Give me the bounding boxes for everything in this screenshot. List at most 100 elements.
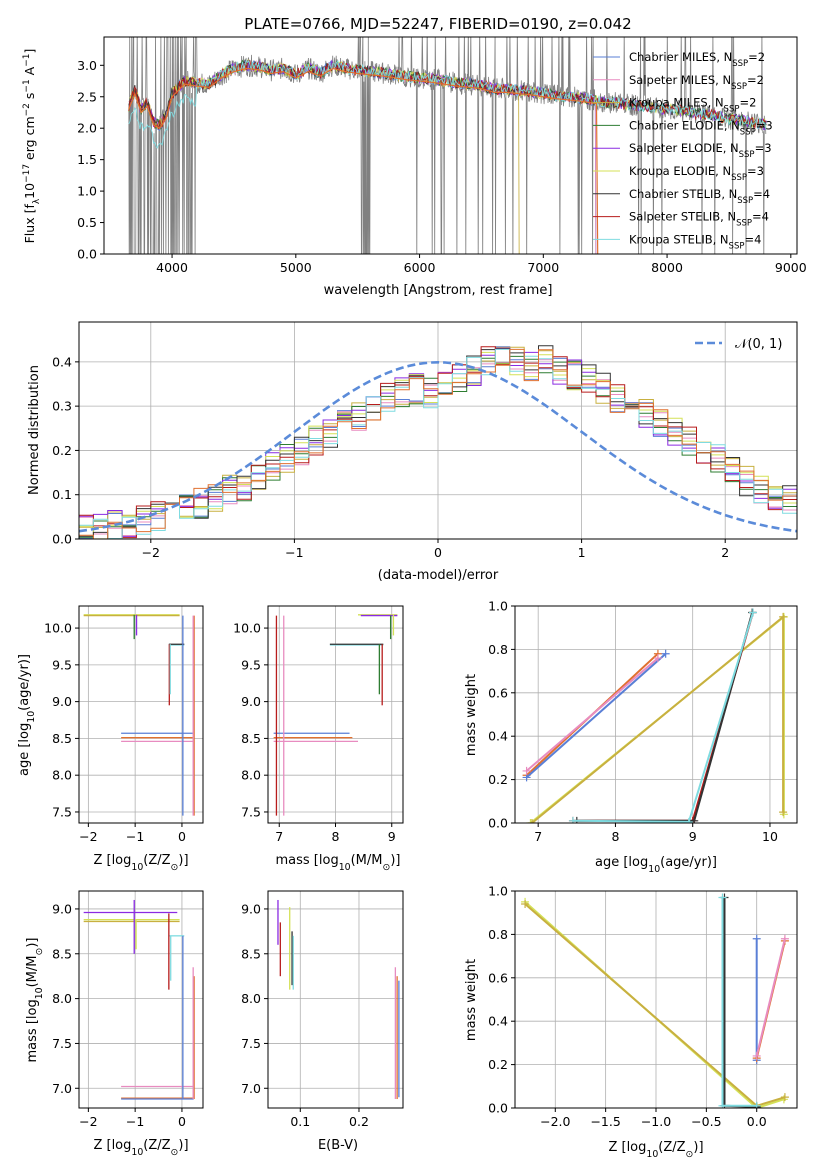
- mass-weight-line: [525, 657, 659, 772]
- y-tick-label: 3.0: [77, 58, 97, 73]
- y-tick-label: 0.0: [52, 532, 72, 547]
- label-part: Flux [f: [22, 204, 37, 244]
- label-part: ⊙: [34, 948, 45, 956]
- mass-weight-line: [723, 897, 757, 1108]
- spectrum-plot-area: [128, 37, 767, 254]
- axes-frame: [514, 605, 798, 824]
- label-part: Z [log: [93, 853, 131, 868]
- label-part: Z [log: [93, 1138, 131, 1153]
- legend-name: Chabrier ELODIE, N: [629, 118, 740, 132]
- data-point-marker: [568, 816, 577, 823]
- axes-frame: [78, 890, 204, 1109]
- y-tick-label: 7.5: [52, 1036, 72, 1051]
- label-part: )]: [178, 1138, 188, 1153]
- age_vs_mass-plot-area: [273, 614, 398, 816]
- legend-label: Salpeter STELIB, NSSP=4: [629, 210, 769, 229]
- residuals-panel: −2 −1 0 1 2 0.0 0.1 0.2 0.3 0.4 𝒩(0, 1): [52, 321, 798, 560]
- mass-weight-line: [531, 614, 785, 823]
- x-tick-label: 0: [178, 829, 186, 844]
- label-part: age [log: [17, 723, 32, 776]
- x-axis-label: Z [log10(Z/Z⊙)]: [93, 853, 188, 873]
- label-part: (Z/Z: [143, 853, 170, 868]
- legend-sub: SSP: [731, 173, 747, 183]
- legend-tail: =3: [747, 164, 764, 178]
- age_vs_Z-plot-area: [83, 614, 195, 816]
- mass_vs_ebv-panel: 0.1 0.2 7.0 7.5 8.0 8.5 9.0: [241, 890, 404, 1129]
- label-part: −2: [22, 103, 32, 116]
- legend-tail: =4: [753, 187, 770, 201]
- massweight_vs_age-plot-area: [522, 608, 788, 823]
- x-axis-label: mass [log10(M/M⊙)]: [276, 853, 401, 873]
- y-tick-label: 1.0: [488, 884, 508, 899]
- legend-name: Kroupa STELIB, N: [629, 232, 729, 246]
- label-part: (M/M: [25, 956, 40, 988]
- label-part: ⊙: [686, 1149, 694, 1160]
- legend-tail: =4: [744, 232, 761, 246]
- data-point-marker: [779, 808, 788, 817]
- x-tick-label: 5000: [280, 260, 312, 275]
- age_vs_Z-panel: −2 −1 0 7.5 8.0 8.5 9.0 9.5 10.0: [44, 605, 204, 844]
- legend-tail: =2: [748, 50, 765, 64]
- y-tick-label: 10.0: [44, 621, 72, 636]
- x-axis-label: Z [log10(Z/Z⊙)]: [608, 1140, 703, 1160]
- mass-weight-line: [525, 652, 667, 779]
- x-tick-label: 0.2: [349, 1114, 369, 1129]
- mass-weight-line: [572, 612, 754, 823]
- y-tick-label: 8.0: [241, 768, 261, 783]
- x-tick-label: 8: [611, 829, 619, 844]
- label-part: (Z/Z: [143, 1138, 170, 1153]
- mass_vs_Z-panel: −2 −1 0 7.0 7.5 8.0 8.5 9.0: [52, 890, 204, 1129]
- data-point-marker: [521, 900, 530, 909]
- y-tick-label: 0.4: [52, 354, 72, 369]
- legend-label: Salpeter MILES, NSSP=2: [629, 73, 764, 92]
- label-part: (age/yr)]: [17, 654, 32, 711]
- y-axis-label: mass weight: [464, 674, 479, 756]
- x-axis-label: E(B-V): [318, 1138, 358, 1153]
- y-tick-label: 8.5: [52, 731, 72, 746]
- data-point-marker: [690, 816, 699, 823]
- mass-weight-line: [755, 938, 786, 1057]
- legend-sub: SSP: [737, 196, 753, 206]
- y-tick-label: 9.0: [241, 694, 261, 709]
- x-tick-label: 7: [275, 829, 283, 844]
- legend-label: Kroupa ELODIE, NSSP=3: [629, 164, 764, 183]
- x-tick-label: 7: [534, 829, 542, 844]
- label-part: 10: [22, 183, 37, 199]
- y-tick-label: 8.5: [52, 946, 72, 961]
- data-point-marker: [780, 934, 789, 943]
- data-point-marker: [661, 649, 670, 658]
- x-tick-label: 0.0: [747, 1114, 767, 1129]
- mass_vs_Z-plot-area: [83, 899, 195, 1100]
- label-part: A: [22, 66, 37, 79]
- data-point-marker: [752, 1051, 761, 1060]
- y-tick-label: 9.0: [52, 901, 72, 916]
- y-axis-label: Flux [fλ10−17 erg cm−2 s−1 A−1]: [22, 49, 42, 244]
- legend-label: Salpeter ELODIE, NSSP=3: [629, 141, 772, 160]
- label-part: λ: [32, 198, 42, 204]
- y-axis-label: Normed distribution: [27, 365, 42, 495]
- x-tick-label: 7000: [527, 260, 559, 275]
- y-axis-label: mass [log10(M/M⊙)]: [25, 938, 45, 1063]
- legend-tail: =3: [756, 118, 773, 132]
- residual-histogram-line: [79, 348, 797, 539]
- y-tick-label: 9.0: [241, 901, 261, 916]
- y-tick-label: 8.5: [241, 731, 261, 746]
- y-tick-label: 0.0: [488, 816, 508, 831]
- x-tick-label: 2: [721, 545, 729, 560]
- x-axis-label: age [log10(age/yr)]: [595, 855, 717, 875]
- axes-frame: [78, 605, 204, 824]
- legend-name: Salpeter ELODIE, N: [629, 141, 739, 155]
- data-point-marker: [752, 1101, 761, 1108]
- y-tick-label: 0.8: [488, 642, 508, 657]
- axes-frame: [103, 36, 798, 255]
- label-part: ⊙: [171, 862, 179, 873]
- x-tick-label: 9000: [775, 260, 807, 275]
- x-tick-label: 8000: [651, 260, 683, 275]
- mass-weight-line: [721, 897, 757, 1107]
- label-part: −17: [22, 164, 32, 183]
- y-tick-label: 0.4: [488, 729, 508, 744]
- y-tick-label: 7.0: [52, 1081, 72, 1096]
- y-tick-label: 7.5: [241, 804, 261, 819]
- data-point-marker: [718, 1101, 727, 1108]
- mass-weight-line: [576, 612, 754, 822]
